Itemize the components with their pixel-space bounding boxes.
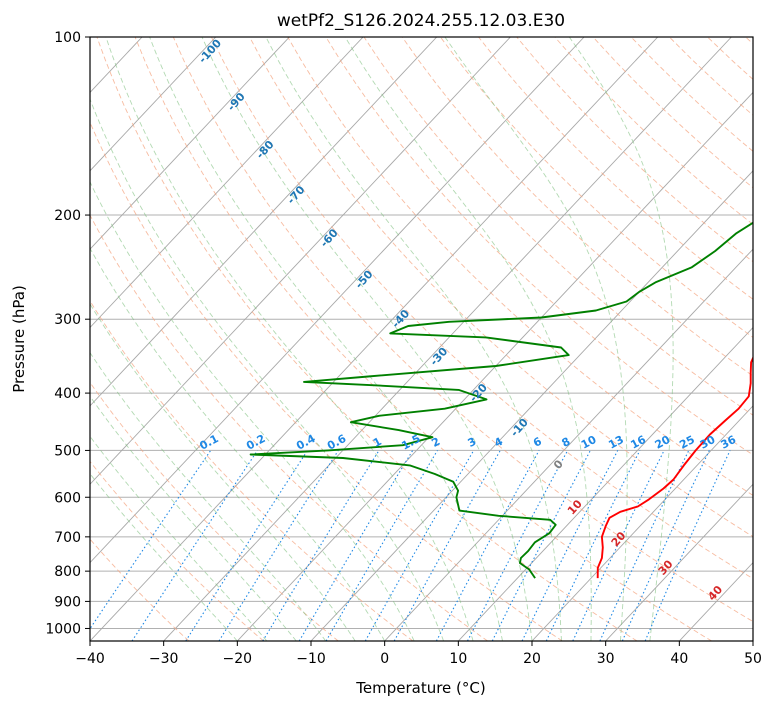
- moist-adiabat-line: [149, 37, 503, 641]
- isotherm-line: [90, 37, 438, 407]
- isotherm-line: [90, 37, 511, 485]
- y-tick-label: 100: [54, 30, 81, 46]
- mixing-ratio-line: [491, 450, 591, 641]
- dry-adiabat-line: [401, 37, 753, 377]
- dry-adiabat-line: [287, 37, 753, 496]
- isotherm-line: [90, 37, 364, 329]
- y-axis-title: Pressure (hPa): [10, 285, 28, 393]
- x-tick-label: 40: [670, 651, 688, 667]
- y-tick-label: 1000: [45, 621, 81, 637]
- mixing-ratio-line: [185, 450, 308, 641]
- isotherm-line: [458, 326, 753, 641]
- moist-adiabat-line: [90, 351, 327, 641]
- mixing-ratio-label: 16: [628, 433, 648, 452]
- mixing-ratio-line: [393, 450, 501, 641]
- dry-adiabat-line: [134, 37, 712, 641]
- axis-ticks: −40 −30 −20 −10 0 10 20 30 40 50 100 200 300 400 500 60…: [45, 30, 762, 667]
- temperature-profile-line: [596, 355, 753, 579]
- x-tick-label: 30: [597, 651, 615, 667]
- x-tick-label: 0: [380, 651, 389, 667]
- y-tick-label: 300: [54, 312, 81, 328]
- dry-adiabat-line: [440, 37, 753, 338]
- chart-title: wetPf2_S126.2024.255.12.03.E30: [277, 11, 565, 31]
- dry-adiabat-line: [210, 37, 753, 580]
- mixing-ratio-label: 10: [579, 433, 599, 452]
- x-tick-label: −40: [75, 651, 105, 667]
- moist-adiabat-line: [444, 37, 628, 641]
- moist-adiabat-line: [90, 247, 386, 641]
- mixing-ratio-label: 20: [653, 433, 673, 452]
- x-tick-label: −30: [149, 651, 179, 667]
- x-tick-label: −20: [223, 651, 253, 667]
- mixing-ratio-line: [364, 450, 475, 641]
- mixing-ratio-line: [90, 450, 212, 630]
- isotherm-line: [531, 405, 753, 641]
- y-tick-label: 400: [54, 386, 81, 402]
- isotherm-line: [237, 91, 753, 641]
- x-tick-label: 10: [449, 651, 467, 667]
- dry-adiabat-line: [90, 460, 264, 641]
- dry-adiabat-line: [249, 37, 753, 538]
- isotherm-line: [90, 37, 659, 641]
- y-tick-label: 900: [54, 594, 81, 610]
- dry-adiabat-line: [90, 300, 414, 641]
- isotherm-line: [90, 37, 290, 250]
- x-tick-label: 50: [744, 651, 762, 667]
- moist-adiabat-line: [90, 97, 445, 641]
- y-tick-label: 800: [54, 564, 81, 580]
- mixing-ratio-line: [435, 450, 540, 641]
- isotherm-line: [90, 37, 217, 172]
- x-tick-label: −10: [296, 651, 326, 667]
- mixing-ratio-line: [644, 450, 731, 641]
- moist-adiabat-line: [344, 37, 592, 641]
- y-tick-label: 200: [54, 208, 81, 224]
- isotherm-line: [90, 37, 585, 564]
- plot-frame: [89, 36, 754, 642]
- y-tick-label: 700: [54, 530, 81, 546]
- moist-adiabat-line: [90, 303, 356, 641]
- isotherm-line: [163, 37, 732, 641]
- moist-adiabat-line: [105, 37, 474, 641]
- mixing-ratio-label: 13: [606, 433, 626, 452]
- mixing-ratio-line: [131, 450, 258, 641]
- mixing-ratio-label: 36: [719, 433, 739, 452]
- isotherm-line: [384, 248, 753, 641]
- y-tick-label: 500: [54, 443, 81, 459]
- dewpoint-profile-line: [249, 221, 753, 579]
- mixing-ratio-label: 30: [698, 433, 718, 452]
- dry-adiabat-line: [90, 121, 563, 641]
- moist-adiabat-line: [90, 435, 268, 641]
- moist-adiabat-line: [90, 473, 238, 641]
- moist-adiabat-line: [201, 37, 533, 641]
- mixing-ratio-line: [621, 450, 710, 641]
- dry-adiabat-line: [96, 37, 638, 641]
- mixing-ratio-line: [262, 450, 380, 641]
- moist-adiabat-line: [90, 180, 415, 641]
- dry-adiabat-line: [90, 214, 488, 641]
- x-tick-label: 20: [523, 651, 541, 667]
- profile-curves: [249, 221, 753, 579]
- dry-adiabat-line: [325, 37, 753, 456]
- dry-adiabat-line: [90, 538, 190, 641]
- mixing-ratio-line: [521, 450, 619, 641]
- background-lines: [90, 37, 753, 641]
- moist-adiabat-line: [265, 37, 562, 641]
- x-axis-title: Temperature (°C): [355, 679, 485, 697]
- dry-adiabat-line: [172, 37, 753, 623]
- mixing-ratio-label: 25: [677, 433, 697, 452]
- y-tick-label: 600: [54, 490, 81, 506]
- isotherm-line: [605, 483, 753, 641]
